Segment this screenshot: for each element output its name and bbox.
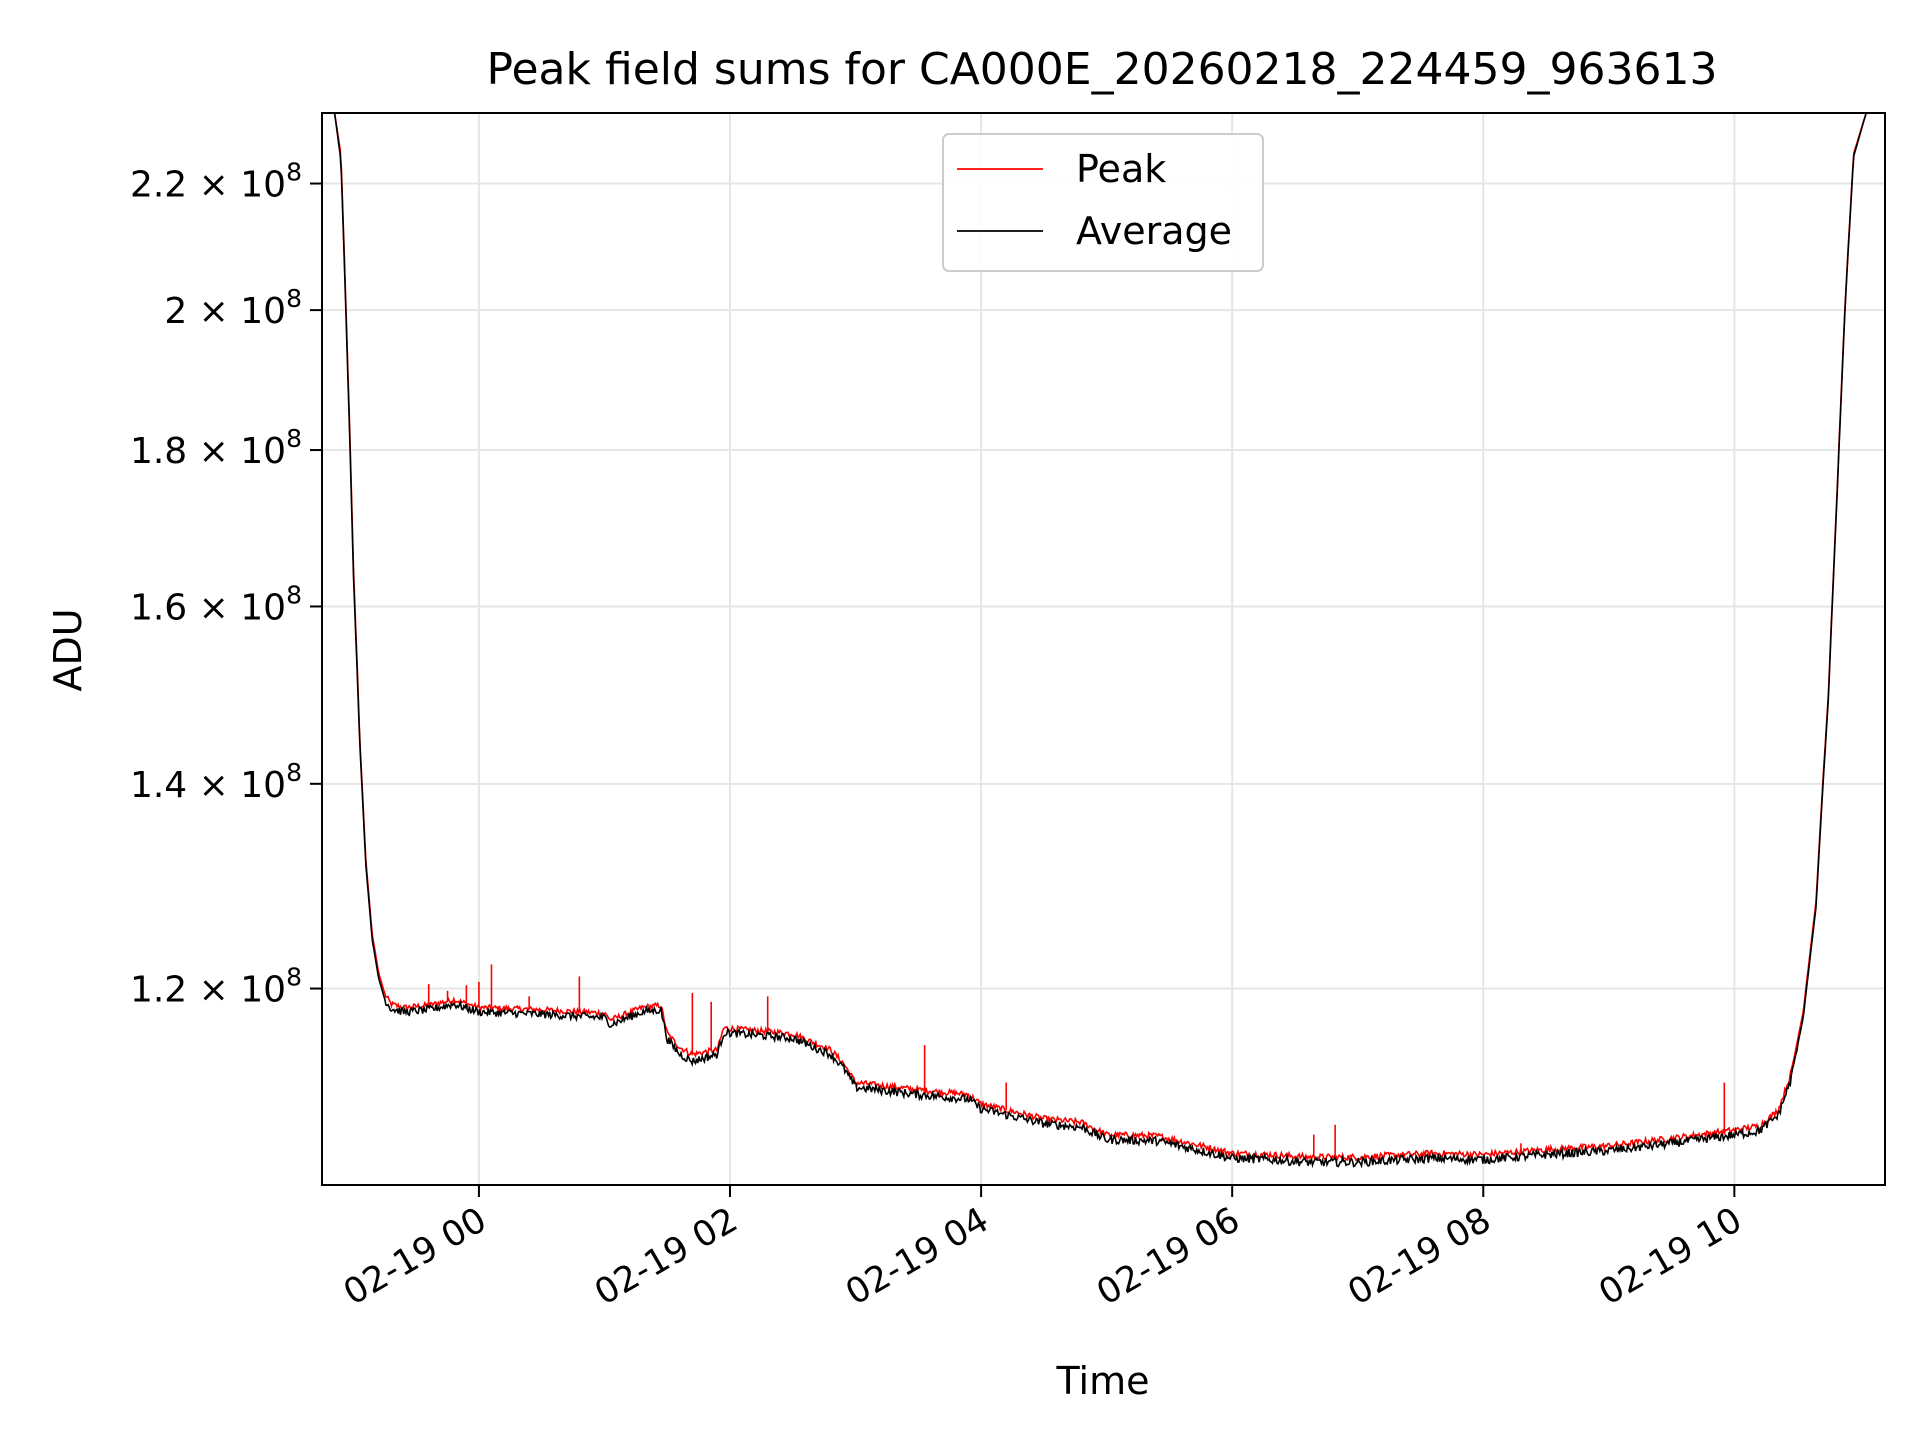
y-tick-base: 10 xyxy=(240,970,286,1011)
y-tick-base: 10 xyxy=(240,765,286,806)
y-axis-label: ADU xyxy=(46,608,90,691)
y-tick-base: 10 xyxy=(240,431,286,472)
y-tick-label: 2.2 × 108 xyxy=(130,158,302,206)
peak-series-line xyxy=(325,113,1885,1163)
y-tick-times-sign: × xyxy=(187,291,240,332)
y-tick-base: 10 xyxy=(240,165,286,206)
y-tick-exponent: 8 xyxy=(286,424,302,453)
peak-spikes xyxy=(427,964,1726,1158)
y-tick-times-sign: × xyxy=(187,765,240,806)
y-tick-label: 1.4 × 108 xyxy=(130,758,302,806)
y-tick-times-sign: × xyxy=(187,970,240,1011)
gridlines xyxy=(322,113,1885,1185)
y-tick-exponent: 8 xyxy=(286,158,302,187)
y-tick-label: 1.8 × 108 xyxy=(130,424,302,472)
y-tick-exponent: 8 xyxy=(286,963,302,992)
legend-average-label: Average xyxy=(1076,209,1232,253)
y-tick-times-sign: × xyxy=(187,431,240,472)
y-tick-base: 10 xyxy=(240,587,286,628)
y-tick-exponent: 8 xyxy=(286,284,302,313)
y-tick-base: 10 xyxy=(240,291,286,332)
y-tick-exponent: 8 xyxy=(286,758,302,787)
y-tick-times-sign: × xyxy=(187,587,240,628)
average-series-line xyxy=(325,113,1885,1169)
chart-title: Peak field sums for CA000E_20260218_2244… xyxy=(487,44,1718,95)
y-tick-mantissa: 1.4 xyxy=(130,765,187,806)
y-tick-exponent: 8 xyxy=(286,580,302,609)
legend-peak-label: Peak xyxy=(1076,147,1166,191)
plot-area xyxy=(322,113,1885,1185)
y-tick-label: 2 × 108 xyxy=(164,284,302,332)
legend: Peak Average xyxy=(942,133,1264,272)
y-tick-mantissa: 1.6 xyxy=(130,587,187,628)
x-axis-label: Time xyxy=(1056,1359,1150,1403)
y-tick-mantissa: 1.8 xyxy=(130,431,187,472)
y-tick-label: 1.2 × 108 xyxy=(130,963,302,1011)
y-tick-mantissa: 1.2 xyxy=(130,970,187,1011)
y-tick-label: 1.6 × 108 xyxy=(130,580,302,628)
y-tick-mantissa: 2.2 xyxy=(130,165,187,206)
y-tick-times-sign: × xyxy=(187,165,240,206)
plot-frame xyxy=(321,112,1886,1186)
y-tick-mantissa: 2 xyxy=(164,291,187,332)
